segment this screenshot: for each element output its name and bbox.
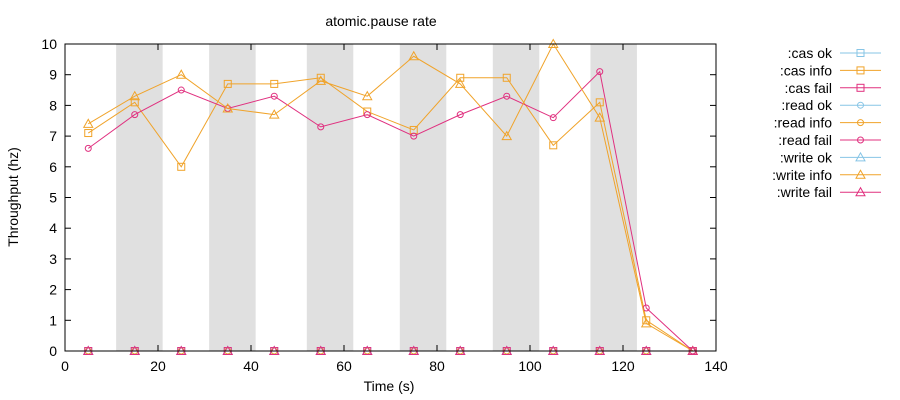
legend-marker [856, 66, 865, 75]
y-tick-label: 10 [41, 36, 57, 52]
legend-label: :cas ok [788, 45, 833, 61]
data-point [131, 111, 139, 119]
legend-marker [855, 169, 866, 179]
data-point [549, 114, 557, 122]
data-point [595, 98, 604, 107]
x-tick-label: 120 [611, 358, 635, 374]
x-tick-label: 60 [336, 358, 352, 374]
data-point [315, 75, 327, 85]
data-point [129, 90, 141, 101]
legend: :cas ok:cas info :cas fail:read ok :read i… [772, 45, 881, 200]
data-point [223, 79, 232, 88]
data-point [594, 112, 606, 122]
data-point [502, 73, 511, 82]
y-tick-label: 8 [49, 97, 57, 113]
y-tick-label: 6 [49, 159, 57, 175]
y-tick-label: 0 [49, 343, 57, 359]
series-line [87, 70, 694, 352]
shaded-interval [399, 44, 447, 351]
data-point [84, 129, 93, 138]
legend-label: :read ok [781, 97, 833, 113]
series-line [87, 42, 694, 352]
data-point [84, 144, 92, 152]
legend-label: :read fail [778, 132, 832, 148]
x-tick-label: 0 [61, 358, 69, 374]
data-point [317, 123, 325, 131]
y-tick-label: 1 [49, 312, 57, 328]
shaded-interval [116, 44, 163, 351]
x-tick-label: 40 [243, 358, 259, 374]
data-point [410, 132, 418, 140]
legend-marker [855, 151, 866, 162]
x-tick-label: 80 [429, 358, 445, 374]
data-point [175, 69, 187, 79]
legend-label: :write info [772, 167, 832, 183]
x-tick-label: 100 [518, 358, 542, 374]
legend-label: :write fail [777, 184, 832, 200]
legend-marker [856, 83, 865, 92]
y-axis-label: Throughput (hz) [5, 147, 21, 247]
axis-ticks: 0 20 40 60 80 100 120 140 0 1 2 3 4 5 6 7 8 9 10 [41, 36, 727, 374]
shaded-interval [209, 44, 256, 351]
data-point [549, 141, 558, 150]
shaded-interval [306, 44, 354, 351]
data-point [408, 50, 420, 61]
data-point [501, 130, 513, 141]
shaded-interval [590, 44, 637, 351]
chart-title: atomic.pause rate [325, 13, 436, 29]
data-point [82, 118, 94, 128]
legend-marker [857, 119, 864, 127]
data-point [270, 79, 279, 88]
legend-marker [855, 186, 866, 197]
legend-marker [857, 101, 864, 109]
x-axis-label: Time (s) [364, 378, 415, 394]
data-point [456, 111, 464, 119]
y-tick-label: 4 [49, 220, 57, 236]
legend-label: :cas info [780, 62, 832, 78]
legend-marker [857, 136, 864, 144]
legend-label: :cas fail [785, 80, 832, 96]
legend-label: :write ok [780, 149, 833, 165]
y-tick-label: 7 [49, 128, 57, 144]
shaded-intervals [116, 44, 637, 351]
data-point [222, 102, 234, 113]
y-tick-label: 3 [49, 251, 57, 267]
y-tick-label: 2 [49, 282, 57, 298]
x-tick-label: 140 [704, 358, 728, 374]
legend-marker [856, 49, 865, 57]
data-point [456, 73, 465, 82]
data-point [640, 317, 652, 328]
shaded-interval [492, 44, 540, 351]
data-point [268, 109, 280, 119]
data-point [361, 90, 373, 101]
data-point [596, 68, 604, 76]
data-point [363, 111, 371, 119]
series-line [87, 77, 694, 352]
x-tick-label: 20 [150, 358, 166, 374]
data-point [454, 78, 466, 88]
y-tick-label: 9 [49, 67, 57, 83]
data-point [177, 86, 185, 94]
data-point [503, 92, 511, 100]
legend-label: :read info [774, 115, 833, 131]
data-point [130, 98, 139, 107]
data-point [270, 92, 278, 100]
data-point [177, 162, 186, 171]
y-tick-label: 5 [49, 190, 57, 206]
